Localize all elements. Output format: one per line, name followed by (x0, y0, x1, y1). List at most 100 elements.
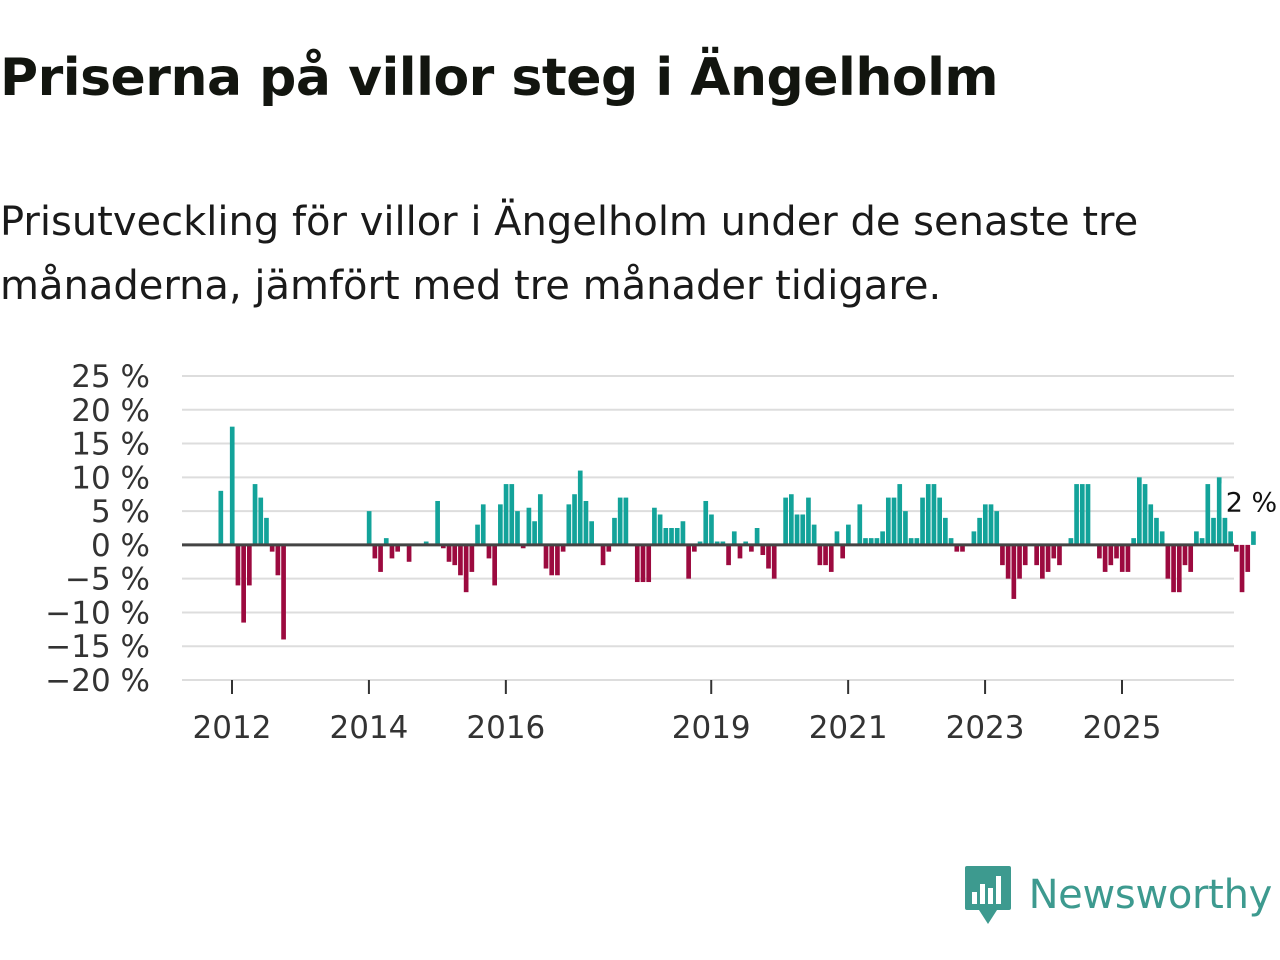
bar (1159, 531, 1165, 545)
bar (726, 544, 731, 566)
bar (1222, 517, 1228, 545)
bar (1182, 544, 1188, 566)
bar (868, 538, 874, 545)
bar (971, 531, 977, 545)
bar (498, 504, 503, 545)
bar (783, 497, 788, 545)
bar (714, 541, 720, 545)
bar (806, 497, 811, 545)
page-title: Priserna på villor steg i Ängelholm (0, 48, 999, 108)
bar (1251, 531, 1256, 545)
x-tick-label: 2012 (193, 710, 272, 746)
bar (520, 544, 526, 549)
bar (566, 504, 572, 545)
bar (423, 541, 429, 545)
bar (1188, 544, 1194, 572)
bar (788, 494, 794, 545)
bar (749, 544, 754, 552)
latest-value-label: 2 % (1226, 487, 1277, 518)
bar (572, 494, 577, 545)
bar (931, 484, 937, 545)
bar (880, 531, 885, 545)
bar (1011, 544, 1017, 599)
bar (600, 544, 606, 566)
bar (1216, 477, 1222, 545)
bar (794, 514, 800, 545)
bar (943, 517, 948, 545)
bar (709, 514, 714, 545)
bar (1131, 538, 1136, 545)
bar (1034, 544, 1039, 566)
bar (948, 538, 954, 545)
bar (1068, 538, 1074, 545)
bar (515, 511, 520, 545)
bar (640, 544, 646, 583)
bar (583, 500, 589, 545)
bar (440, 544, 446, 549)
y-tick-label: 15 % (71, 427, 150, 463)
bar (828, 544, 834, 572)
bar (492, 544, 498, 586)
bar (737, 544, 743, 559)
bar (840, 544, 846, 559)
y-tick-label: −15 % (45, 629, 150, 665)
bar (480, 504, 486, 545)
bar (269, 544, 275, 552)
bar (383, 538, 389, 545)
bar (395, 544, 401, 552)
bar (680, 521, 686, 545)
bar (543, 544, 549, 569)
bar (1171, 544, 1176, 593)
bar (617, 497, 623, 545)
page-subtitle: Prisutveckling för villor i Ängelholm un… (0, 199, 1139, 309)
bar (954, 544, 960, 552)
bar (509, 484, 515, 545)
bar (366, 511, 372, 545)
bar (229, 426, 235, 545)
bar (766, 544, 771, 569)
annotation-background (1221, 483, 1280, 518)
bar (1074, 484, 1079, 545)
y-tick-label: −20 % (45, 663, 150, 699)
y-tick-label: 20 % (71, 393, 150, 429)
bar (1239, 544, 1245, 593)
bar (389, 544, 395, 559)
y-tick-label: 10 % (71, 460, 150, 496)
bar (1000, 544, 1005, 566)
bar (1137, 477, 1142, 545)
bar (1194, 531, 1199, 545)
bar (560, 544, 566, 552)
bar (982, 504, 988, 545)
bar (235, 544, 241, 586)
bar (458, 544, 463, 576)
bar (988, 504, 994, 545)
bar (475, 524, 480, 545)
bar (555, 544, 560, 576)
bar (532, 521, 537, 545)
bar (247, 544, 252, 586)
bar (1079, 484, 1085, 545)
bar (1051, 544, 1057, 559)
bar (406, 544, 412, 562)
bar (1097, 544, 1102, 559)
bar (891, 497, 897, 545)
bar (897, 484, 903, 545)
bar (686, 544, 691, 579)
bar (914, 538, 920, 545)
bar (823, 544, 828, 566)
bar (1211, 517, 1216, 545)
bar (652, 507, 657, 545)
x-tick-label: 2021 (809, 710, 888, 746)
bar (1125, 544, 1131, 572)
bar (760, 544, 766, 556)
bar (908, 538, 914, 545)
bar (1199, 538, 1205, 545)
bar (1142, 484, 1148, 545)
bar (486, 544, 492, 559)
bar (697, 541, 703, 545)
bar (754, 528, 760, 545)
bar (1176, 544, 1182, 593)
bar (669, 528, 674, 545)
newsworthy-logo-icon (964, 866, 1011, 924)
bar (874, 538, 880, 545)
